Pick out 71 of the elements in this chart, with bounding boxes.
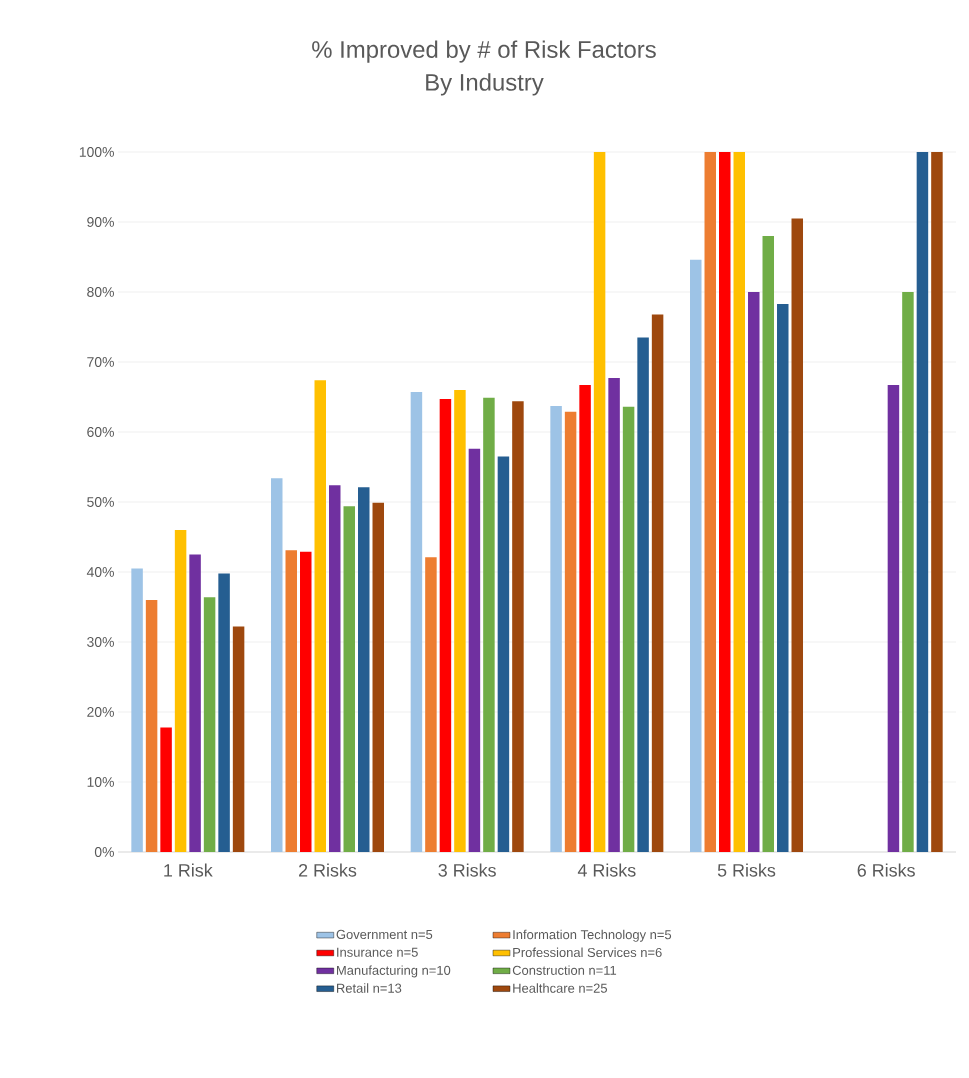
legend-label: Professional Services n=6: [513, 947, 662, 958]
bar: [762, 235, 775, 852]
bar: [425, 557, 437, 852]
bar: [637, 337, 649, 852]
legend-label: Government n=5: [336, 929, 433, 940]
bar: [690, 259, 702, 852]
legend-label: Retail n=13: [337, 983, 402, 993]
y-tick-label: 30%: [87, 637, 114, 647]
bar: [497, 456, 510, 852]
bar: [733, 151, 746, 852]
y-tick-label: 20%: [87, 707, 114, 717]
bar: [593, 151, 606, 852]
bar: [564, 411, 577, 852]
bar: [483, 397, 495, 852]
y-tick-label: 100%: [79, 147, 114, 157]
legend-label: Healthcare n=25: [513, 983, 608, 993]
y-tick-label: 60%: [87, 427, 114, 437]
bar: [271, 478, 283, 852]
legend-label: Construction n=11: [512, 965, 617, 975]
bar: [550, 406, 562, 852]
bar: [343, 506, 355, 852]
x-tick-label: 4 Risks: [577, 863, 636, 877]
bar: [232, 626, 245, 852]
bar: [314, 380, 326, 852]
bar: [931, 151, 943, 852]
chart-subtitle: By Industry: [426, 73, 544, 96]
bar: [285, 550, 297, 852]
y-tick-label: 80%: [87, 287, 114, 297]
y-tick-label: 0%: [94, 847, 114, 857]
bar: [160, 727, 172, 852]
bar: [454, 389, 466, 852]
bar: [579, 385, 591, 852]
bar: [468, 448, 481, 852]
bar: [622, 406, 635, 852]
legend-label: Information Technology n=5: [513, 929, 672, 942]
bar: [777, 303, 789, 852]
x-tick-label: 2 Risks: [299, 863, 357, 877]
x-tick-label: 3 Risks: [438, 863, 496, 877]
bar: [218, 573, 230, 852]
bar: [608, 378, 620, 852]
bar: [131, 568, 143, 852]
bar: [902, 291, 914, 852]
bar: [512, 401, 524, 852]
bar: [704, 151, 717, 852]
bar: [174, 530, 187, 852]
bar: [651, 314, 664, 852]
x-tick-label: 1 Risk: [164, 863, 213, 877]
bar: [329, 485, 341, 852]
bar: [916, 151, 929, 852]
bar: [372, 502, 384, 852]
bar: [189, 554, 201, 852]
y-tick-label: 10%: [87, 777, 114, 787]
bar: [887, 385, 900, 852]
legend-label: Insurance n=5: [337, 947, 418, 957]
bar: [410, 392, 423, 852]
bar: [439, 399, 452, 852]
chart-title: % Improved by # of Risk Factors: [312, 40, 656, 63]
y-tick-label: 40%: [86, 567, 114, 577]
bar: [203, 597, 216, 852]
bar: [748, 291, 760, 852]
bar: [719, 151, 731, 852]
legend-label: Manufacturing n=10: [337, 965, 451, 978]
bar: [791, 218, 804, 852]
bar: [358, 487, 370, 852]
x-tick-label: 6 Risks: [857, 863, 915, 877]
y-tick-label: 90%: [87, 217, 114, 227]
x-tick-label: 5 Risks: [717, 863, 776, 877]
bar: [300, 551, 312, 852]
y-tick-label: 50%: [87, 497, 114, 507]
bar: [145, 600, 158, 852]
y-tick-label: 70%: [87, 357, 114, 367]
